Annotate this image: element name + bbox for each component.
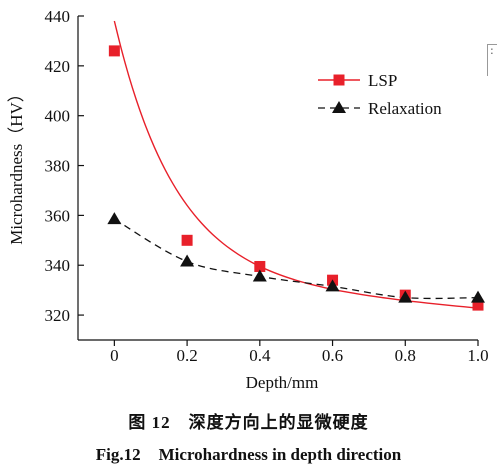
y-tick-label: 420 bbox=[45, 57, 71, 76]
relaxation-point bbox=[471, 290, 485, 303]
ticks: 320 340 360 380 400 420 440 0 0.2 0.4 0.6 0.8 1.0 bbox=[45, 7, 489, 365]
legend-label-relaxation: Relaxation bbox=[368, 99, 442, 118]
figure-caption-english: Fig.12 Microhardness in depth direction bbox=[0, 445, 497, 465]
caption-number: Fig.12 bbox=[95, 445, 141, 464]
lsp-point bbox=[108, 45, 120, 57]
microhardness-chart: 320 340 360 380 400 420 440 0 0.2 0.4 0.6 0.8 1.0 LS… bbox=[7, 7, 489, 392]
y-tick-label: 400 bbox=[45, 107, 71, 126]
y-tick-label: 340 bbox=[45, 256, 71, 275]
x-tick-label: 0.2 bbox=[176, 346, 197, 365]
x-tick-label: 0.8 bbox=[395, 346, 416, 365]
caption-text: Microhardness in depth direction bbox=[158, 445, 402, 464]
y-tick-label: 360 bbox=[45, 206, 71, 225]
lsp-point bbox=[181, 234, 193, 246]
axes bbox=[77, 16, 478, 341]
lsp-line bbox=[113, 20, 479, 309]
markers bbox=[107, 45, 485, 311]
legend-label-lsp: LSP bbox=[368, 71, 397, 90]
caption-number: 图 12 bbox=[128, 413, 171, 432]
relaxation-point bbox=[398, 290, 413, 303]
y-tick-label: 320 bbox=[45, 306, 71, 325]
figure-caption-chinese: 图 12 深度方向上的显微硬度 bbox=[0, 408, 497, 433]
legend: LSP Relaxation bbox=[318, 71, 442, 118]
x-tick-label: 0.6 bbox=[322, 346, 343, 365]
x-tick-label: 0 bbox=[110, 346, 119, 365]
x-axis-label: Depth/mm bbox=[246, 373, 319, 392]
y-axis-label: Microhardness（HV） bbox=[7, 85, 26, 245]
y-tick-label: 380 bbox=[45, 157, 71, 176]
relaxation-point bbox=[325, 279, 340, 292]
relaxation-line bbox=[114, 218, 479, 300]
y-tick-label: 440 bbox=[45, 7, 71, 26]
cropped-edge-fragment: : bbox=[487, 44, 497, 76]
x-tick-label: 1.0 bbox=[467, 346, 488, 365]
curves bbox=[113, 20, 479, 309]
legend-marker-relaxation bbox=[332, 101, 346, 113]
legend-marker-lsp bbox=[333, 74, 345, 86]
lsp-point bbox=[254, 260, 266, 272]
lsp-point bbox=[472, 299, 484, 311]
relaxation-point bbox=[180, 254, 195, 267]
caption-text: 深度方向上的显微硬度 bbox=[188, 413, 369, 432]
relaxation-point bbox=[252, 269, 267, 282]
relaxation-point bbox=[107, 212, 122, 225]
x-tick-label: 0.4 bbox=[249, 346, 271, 365]
